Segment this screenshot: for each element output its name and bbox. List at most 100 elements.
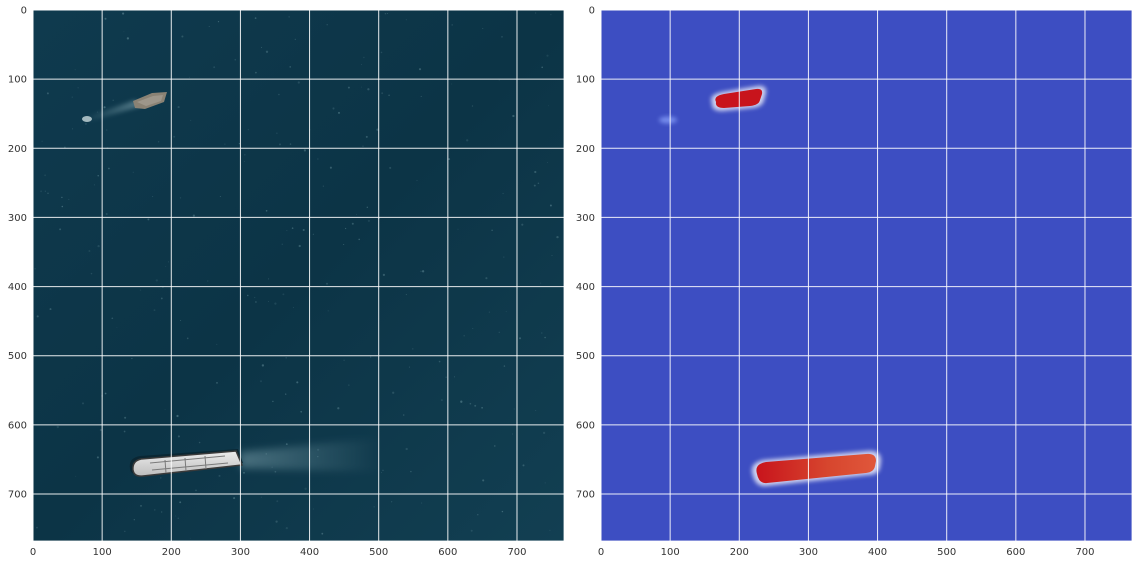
water-speckle — [140, 505, 142, 507]
x-tick-label: 400 — [300, 547, 319, 558]
water-speckle — [285, 356, 288, 359]
water-speckle — [541, 332, 543, 334]
water-speckle — [546, 162, 548, 163]
water-speckle — [103, 106, 106, 109]
water-speckle — [454, 376, 455, 378]
water-speckle — [260, 496, 262, 498]
water-speckle — [556, 235, 559, 239]
x-tick-label: 500 — [369, 547, 388, 558]
water-speckle — [327, 310, 329, 312]
water-speckle — [276, 132, 278, 134]
axis-ticks: 0 100 200 300 400 500 600 700 0 100 200 300 400 500 60… — [576, 6, 1095, 559]
water-speckle — [317, 158, 319, 160]
water-speckle — [176, 414, 179, 418]
water-speckle — [261, 46, 263, 48]
water-speckle — [534, 170, 537, 174]
water-speckle — [534, 12, 537, 14]
water-speckle — [541, 66, 543, 69]
water-speckle — [195, 489, 197, 492]
water-speckle — [49, 308, 52, 311]
water-speckle — [247, 128, 250, 131]
water-speckle — [481, 406, 483, 409]
y-tick-label: 600 — [576, 420, 595, 431]
axes-frame — [600, 9, 1133, 542]
x-tick-label: 100 — [93, 547, 112, 558]
water-speckle — [75, 475, 77, 477]
water-speckle — [502, 192, 504, 195]
water-speckle — [491, 229, 493, 232]
water-speckle — [254, 17, 257, 19]
y-tick-label: 500 — [576, 351, 595, 362]
water-speckle — [298, 244, 301, 248]
water-speckle — [216, 382, 218, 384]
water-speckle — [361, 63, 362, 65]
water-speckle — [408, 366, 410, 368]
water-speckle — [474, 404, 477, 407]
water-speckle — [161, 511, 163, 513]
x-tick-label: 600 — [1006, 547, 1025, 558]
water-speckle — [164, 409, 166, 411]
ship-detection-heatmap-panel: 0 100 200 300 400 500 600 700 0 100 200 300 400 500 60… — [576, 6, 1133, 559]
water-speckle — [535, 410, 537, 411]
x-tick-label: 200 — [162, 547, 181, 558]
water-speckle — [104, 17, 107, 20]
water-speckle — [405, 19, 407, 21]
water-speckle — [382, 469, 384, 471]
x-tick-label: 100 — [661, 547, 680, 558]
y-tick-label: 400 — [8, 282, 27, 293]
water-speckle — [278, 143, 282, 146]
water-speckle — [104, 392, 107, 395]
water-speckle — [329, 166, 332, 169]
water-speckle — [217, 20, 220, 23]
y-tick-label: 0 — [589, 6, 595, 17]
water-speckle — [243, 471, 245, 474]
y-tick-label: 400 — [576, 282, 595, 293]
water-speckle — [157, 141, 160, 143]
water-speckle — [278, 93, 280, 96]
water-speckle — [494, 445, 496, 447]
water-speckle — [460, 400, 463, 403]
water-speckle — [289, 66, 291, 68]
water-speckle — [498, 79, 500, 81]
water-speckle — [274, 470, 277, 473]
water-speckle — [505, 311, 507, 313]
water-speckle — [387, 12, 389, 15]
water-speckle — [381, 92, 384, 95]
water-speckle — [77, 87, 79, 89]
water-speckle — [362, 145, 364, 147]
water-speckle — [463, 334, 466, 337]
water-speckle — [477, 513, 479, 516]
water-speckle — [238, 142, 241, 145]
water-speckle — [188, 76, 190, 78]
water-speckle — [367, 88, 370, 91]
water-speckle — [312, 508, 314, 510]
water-speckle — [522, 464, 525, 467]
y-tick-label: 0 — [21, 6, 27, 17]
water-speckle — [518, 337, 522, 340]
y-tick-label: 200 — [576, 144, 595, 155]
water-speckle — [546, 54, 549, 57]
small-ship-wake — [84, 100, 142, 121]
axes-frame — [32, 9, 565, 542]
water-speckle — [373, 506, 375, 508]
water-speckle — [300, 410, 303, 413]
water-speckle — [189, 537, 191, 539]
water-speckle — [285, 526, 288, 530]
water-speckle — [40, 190, 43, 193]
water-speckle — [64, 146, 66, 149]
water-speckle — [448, 158, 451, 161]
water-speckle — [126, 37, 130, 40]
water-speckle — [234, 58, 237, 61]
water-speckle — [421, 270, 425, 273]
water-speckle — [82, 402, 84, 405]
water-speckle — [388, 94, 390, 97]
satellite-image-panel: 0 100 200 300 400 500 600 700 0 100 200 300 400 500 60… — [8, 6, 565, 558]
water-speckle — [192, 214, 196, 217]
water-speckle — [56, 425, 59, 429]
water-speckle — [332, 107, 335, 110]
water-speckle — [498, 331, 500, 333]
water-speckle — [356, 214, 358, 215]
water-speckle — [216, 343, 218, 345]
water-speckle — [296, 381, 299, 384]
